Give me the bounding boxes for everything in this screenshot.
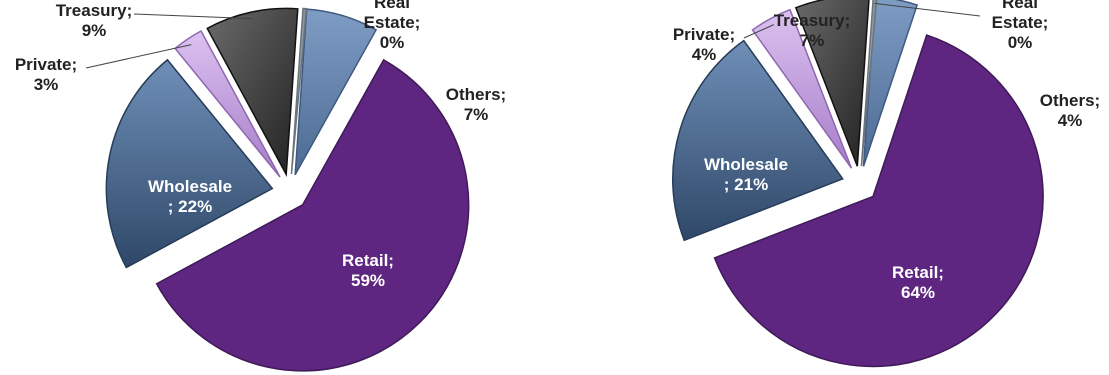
pie-2-label-line: Estate; — [992, 13, 1049, 32]
pie-1-label-line: Wholesale — [148, 177, 232, 196]
pie-1-label-wholesale: Wholesale; 22% — [148, 177, 232, 216]
pie-1-label-line: Others; — [446, 85, 506, 104]
pie-2-label-line: Retail; — [892, 263, 944, 282]
pie-2-label-line: 64% — [901, 283, 935, 302]
pie-1-leader-treasury — [133, 13, 253, 20]
pie-2-label-line: 7% — [800, 31, 825, 50]
pie-1-slice-retail — [155, 58, 470, 372]
pie-1-label-line: 59% — [351, 271, 385, 290]
pie-2-label-line: 4% — [1058, 111, 1083, 130]
pie-2-slice-wholesale — [672, 39, 844, 242]
pie-2-label-others: Others; 4% — [1040, 91, 1100, 130]
pie-1-slice-treasury — [206, 7, 299, 178]
pie-2-label-line: Treasury; — [774, 11, 851, 30]
pie-1-label-line: 7% — [464, 105, 489, 124]
pie-1-label-line: ; 22% — [168, 197, 212, 216]
pie-1-slice-real-estate — [290, 7, 308, 175]
pie-1-label-line: Treasury; — [56, 1, 133, 20]
pie-2-label-real-estate: Real Estate; 0% — [992, 0, 1049, 52]
pie-2-label-retail: Retail; 64% — [892, 263, 944, 302]
pie-1-slice-wholesale — [105, 58, 274, 269]
pie-1-label-line: 9% — [82, 21, 107, 40]
pie-2-label-line: 0% — [1008, 33, 1033, 52]
pie-2-slice-treasury — [794, 0, 870, 167]
pie-2-label-line: ; 21% — [724, 175, 768, 194]
pie-2-leader-private — [743, 24, 775, 39]
pie-2-leader-real-estate — [874, 2, 981, 17]
pie-1-label-treasury: Treasury; 9% — [56, 1, 133, 40]
pie-2-slice-others — [862, 0, 919, 167]
pie-1-label-others: Others; 7% — [446, 85, 506, 124]
pie-1-label-line: Real — [374, 0, 410, 12]
pie-1-label-line: Estate; — [364, 13, 421, 32]
pie-2-slice-real-estate — [860, 0, 878, 167]
pie-1-label-real-estate: Real Estate; 0% — [364, 0, 421, 52]
pie-1-label-private: Private; 3% — [15, 55, 77, 94]
pie-1-label-line: 3% — [34, 75, 59, 94]
pie-1-label-retail: Retail; 59% — [342, 251, 394, 290]
pie-2-label-line: Private; — [673, 25, 735, 44]
pie-2-label-private: Private; 4% — [673, 25, 735, 64]
pie-1-label-line: Retail; — [342, 251, 394, 270]
pie-2-slice-private — [751, 8, 853, 169]
pie-1-leader-private — [85, 44, 192, 69]
pie-2-label-line: Real — [1002, 0, 1038, 12]
pie-1-label-line: Private; — [15, 55, 77, 74]
pie-2-label-line: Others; — [1040, 91, 1100, 110]
pie-2-label-line: Wholesale — [704, 155, 788, 174]
pie-2-label-line: 4% — [692, 45, 717, 64]
pie-2-slice-retail — [713, 34, 1044, 368]
pie-2-label-wholesale: Wholesale; 21% — [704, 155, 788, 194]
pie-2-label-treasury: Treasury; 7% — [774, 11, 851, 50]
pie-1-label-line: 0% — [380, 33, 405, 52]
